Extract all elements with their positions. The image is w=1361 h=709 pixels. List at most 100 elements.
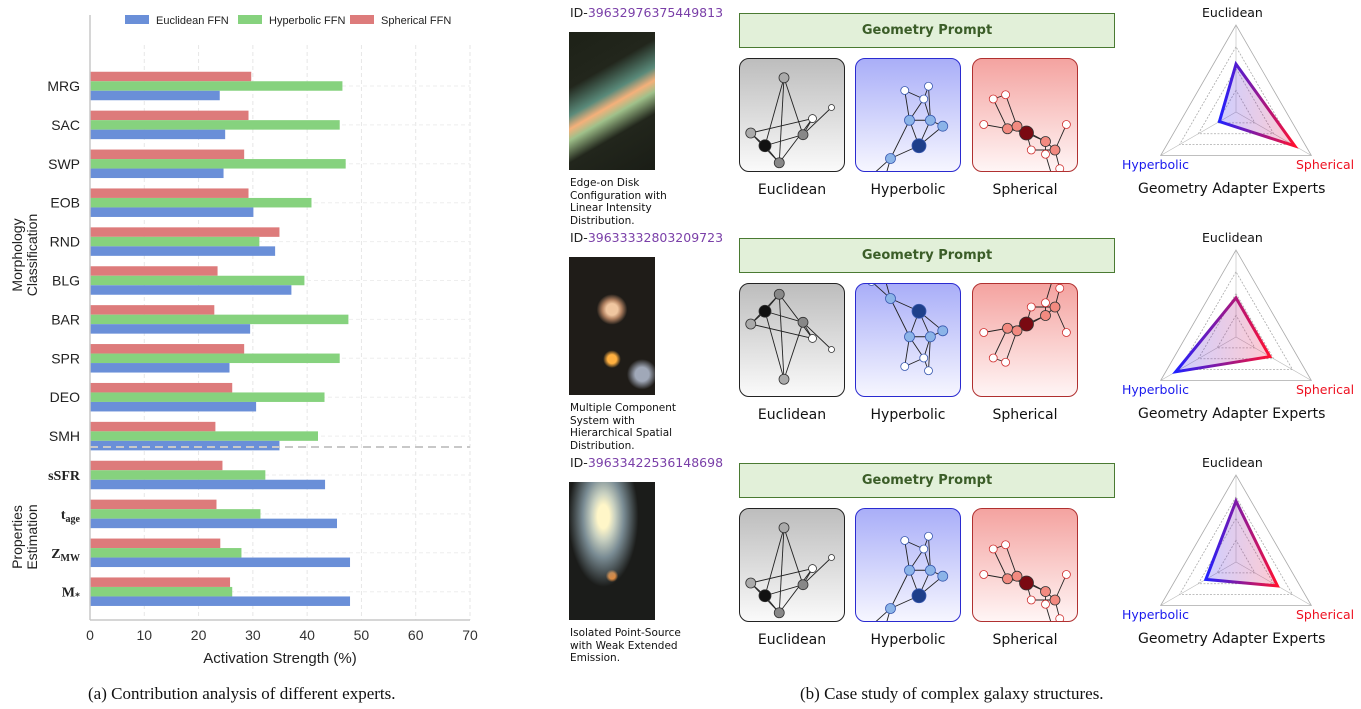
graph-node bbox=[924, 531, 933, 541]
graph-node bbox=[900, 86, 910, 95]
graph-node bbox=[828, 346, 835, 353]
bar-euclidean-ffn bbox=[90, 363, 230, 373]
radar-axis-hyperbolic: Hyperbolic bbox=[1122, 157, 1189, 172]
caption-b: (b) Case study of complex galaxy structu… bbox=[800, 684, 1104, 703]
geometry-label: Euclidean bbox=[757, 407, 827, 423]
bar-hyperbolic-ffn bbox=[90, 470, 266, 480]
bar-hyperbolic-ffn bbox=[90, 392, 325, 402]
graph-node bbox=[1055, 614, 1065, 621]
geometry-panel-spherical bbox=[972, 508, 1078, 622]
graph-node bbox=[1026, 595, 1036, 605]
bar-spherical-ffn bbox=[90, 344, 245, 354]
bar-euclidean-ffn bbox=[90, 401, 257, 412]
graph-node bbox=[1011, 120, 1023, 132]
radar-grid bbox=[1197, 517, 1275, 585]
bar-euclidean-ffn bbox=[90, 440, 280, 451]
bar-spherical-ffn bbox=[90, 538, 221, 549]
bar-hyperbolic-ffn bbox=[90, 431, 318, 441]
graph-node bbox=[1002, 322, 1013, 334]
radar-axis-hyperbolic: Hyperbolic bbox=[1122, 382, 1189, 397]
graph-node bbox=[773, 288, 785, 300]
graph-edge bbox=[783, 77, 804, 135]
y-tick-label: DEO bbox=[50, 389, 80, 405]
y-tick-label: RND bbox=[50, 234, 80, 250]
case-study: ID-39632976375449813 Edge-on Disk Configu… bbox=[569, 5, 1355, 664]
geometry-label: Hyperbolic bbox=[870, 632, 946, 648]
geometry-prompt-box: Geometry Prompt bbox=[739, 13, 1115, 48]
galaxy-caption: Isolated Point-Source with Weak Extended… bbox=[570, 627, 681, 664]
graph-edge bbox=[783, 527, 804, 585]
y-tick-label: ZMW bbox=[51, 547, 80, 564]
graph-node bbox=[904, 564, 915, 576]
galaxy-id: ID-39632976375449813 bbox=[570, 5, 723, 20]
radar-title: Geometry Adapter Experts bbox=[1138, 181, 1326, 197]
graph-edge bbox=[783, 322, 804, 380]
graph-edge bbox=[778, 527, 785, 613]
x-tick-label: 20 bbox=[191, 627, 207, 643]
graph-node bbox=[885, 603, 896, 614]
graph-edge bbox=[750, 118, 813, 134]
id-prefix: ID- bbox=[570, 455, 588, 470]
galaxy-image bbox=[569, 32, 655, 170]
graph-edge bbox=[1045, 604, 1052, 621]
y-tick-label: sSFR bbox=[48, 469, 81, 484]
graph-node bbox=[911, 588, 927, 604]
y-tick-label: SWP bbox=[48, 156, 80, 172]
graph-drawing bbox=[745, 72, 835, 169]
graph-node bbox=[1019, 316, 1034, 332]
geometry-label: Hyperbolic bbox=[870, 407, 946, 423]
graph-edge bbox=[778, 293, 813, 339]
id-prefix: ID- bbox=[570, 5, 588, 20]
graph-edge bbox=[778, 118, 813, 164]
graph-node bbox=[828, 554, 835, 561]
graph-node bbox=[1011, 570, 1023, 582]
graph-node bbox=[773, 157, 785, 169]
graph-node bbox=[919, 544, 929, 554]
graph-node bbox=[937, 120, 949, 132]
graph-node bbox=[919, 94, 929, 104]
graph-node bbox=[1001, 540, 1010, 550]
y-tick-label: MRG bbox=[47, 78, 80, 94]
graph-node bbox=[828, 104, 835, 111]
radar-title: Geometry Adapter Experts bbox=[1138, 406, 1326, 422]
graph-node bbox=[925, 564, 936, 576]
bar-spherical-ffn bbox=[90, 188, 249, 198]
geometry-label: Euclidean bbox=[757, 632, 827, 648]
graph-node bbox=[778, 373, 790, 385]
graph-edge bbox=[1005, 544, 1018, 577]
bar-spherical-ffn bbox=[90, 305, 215, 315]
radar-grid bbox=[1159, 249, 1313, 381]
galaxy-id: ID-39633332803209723 bbox=[570, 230, 723, 245]
radar-chart bbox=[1159, 249, 1313, 381]
radar-title: Geometry Adapter Experts bbox=[1138, 631, 1326, 647]
graph-node bbox=[1026, 302, 1036, 312]
graph-node bbox=[1055, 164, 1065, 171]
radar-axis-hyperbolic: Hyperbolic bbox=[1122, 607, 1189, 622]
radar-axis-spherical: Spherical bbox=[1296, 157, 1355, 172]
graph-node bbox=[1049, 144, 1061, 156]
radar-polygon bbox=[1203, 497, 1280, 588]
bar-spherical-ffn bbox=[90, 266, 218, 276]
graph-node bbox=[924, 366, 933, 376]
geometry-label: Spherical bbox=[992, 632, 1058, 648]
graph-node bbox=[808, 564, 817, 573]
geometry-panel-spherical bbox=[972, 58, 1078, 172]
geometry-panel-euclidean bbox=[739, 58, 845, 172]
bar-euclidean-ffn bbox=[90, 285, 292, 295]
graph-node bbox=[900, 536, 910, 545]
bar-hyperbolic-ffn bbox=[90, 236, 260, 247]
bar-hyperbolic-ffn bbox=[90, 548, 242, 558]
y-tick-label: SMH bbox=[49, 428, 80, 444]
graph-edge bbox=[928, 536, 931, 571]
graph-node bbox=[1040, 586, 1051, 597]
graph-node bbox=[1062, 570, 1071, 579]
geometry-panel-hyperbolic bbox=[855, 508, 961, 622]
radar-grid bbox=[1178, 495, 1294, 596]
bar-euclidean-ffn bbox=[90, 90, 220, 101]
radar-axis-euclidean: Euclidean bbox=[1202, 230, 1263, 245]
graph-edge bbox=[1045, 154, 1052, 171]
graph-node bbox=[924, 81, 933, 91]
bar-spherical-ffn bbox=[90, 460, 223, 471]
graph-node bbox=[1002, 123, 1013, 135]
graph-node bbox=[808, 114, 817, 123]
